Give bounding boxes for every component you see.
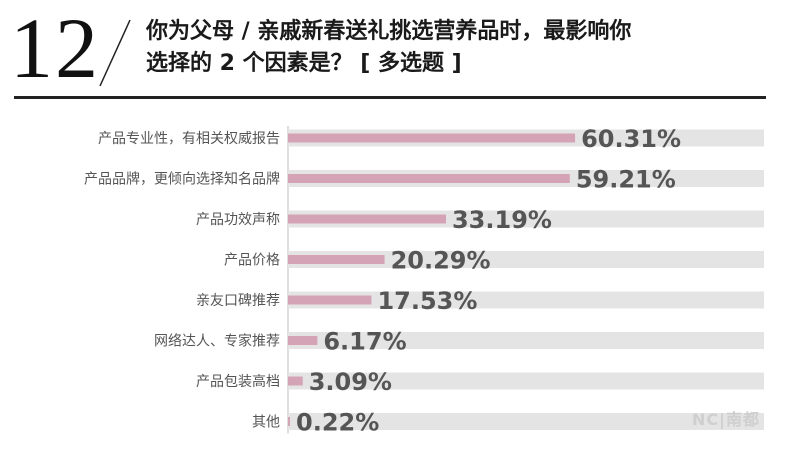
question-title-line2: 选择的 2 个因素是？ [ 多选题 ]	[146, 51, 462, 76]
bar	[288, 214, 446, 224]
category-label: 产品专业性，有相关权威报告	[98, 131, 280, 147]
question-title-line1: 你为父母 / 亲戚新春送礼挑选营养品时，最影响你	[146, 19, 632, 44]
question-number: 12	[10, 0, 100, 96]
category-label: 产品包装高档	[196, 373, 280, 390]
bar	[288, 255, 385, 264]
bar-track	[288, 413, 764, 430]
bar	[288, 336, 318, 345]
value-label: 3.09%	[309, 368, 392, 396]
header-divider	[14, 96, 766, 99]
value-label: 60.31%	[581, 125, 681, 153]
value-label: 59.21%	[576, 166, 676, 194]
bar-track	[288, 251, 764, 268]
value-label: 6.17%	[323, 328, 406, 356]
bar	[288, 417, 290, 426]
bar-track	[288, 332, 764, 349]
value-label: 17.53%	[377, 287, 477, 315]
bar-track	[288, 291, 764, 309]
category-label: 产品功效声称	[196, 212, 280, 228]
category-label: 产品价格	[224, 253, 280, 269]
category-label: 产品品牌，更倾向选择知名品牌	[84, 171, 280, 188]
value-label: 33.19%	[452, 206, 552, 234]
bar	[288, 295, 372, 305]
question-title: 你为父母 / 亲戚新春送礼挑选营养品时，最影响你 选择的 2 个因素是？ [ 多…	[146, 16, 786, 80]
bar-track	[288, 372, 764, 390]
category-label: 亲友口碑推荐	[196, 293, 280, 309]
value-label: 20.29%	[391, 247, 491, 275]
category-label: 其他	[252, 415, 280, 431]
bar	[288, 133, 576, 143]
bar	[288, 376, 303, 386]
watermark: NC|南都	[692, 410, 760, 429]
value-label: 0.22%	[296, 409, 379, 437]
bar	[288, 174, 570, 183]
slash-divider	[99, 19, 131, 87]
category-label: 网络达人、专家推荐	[154, 333, 280, 350]
